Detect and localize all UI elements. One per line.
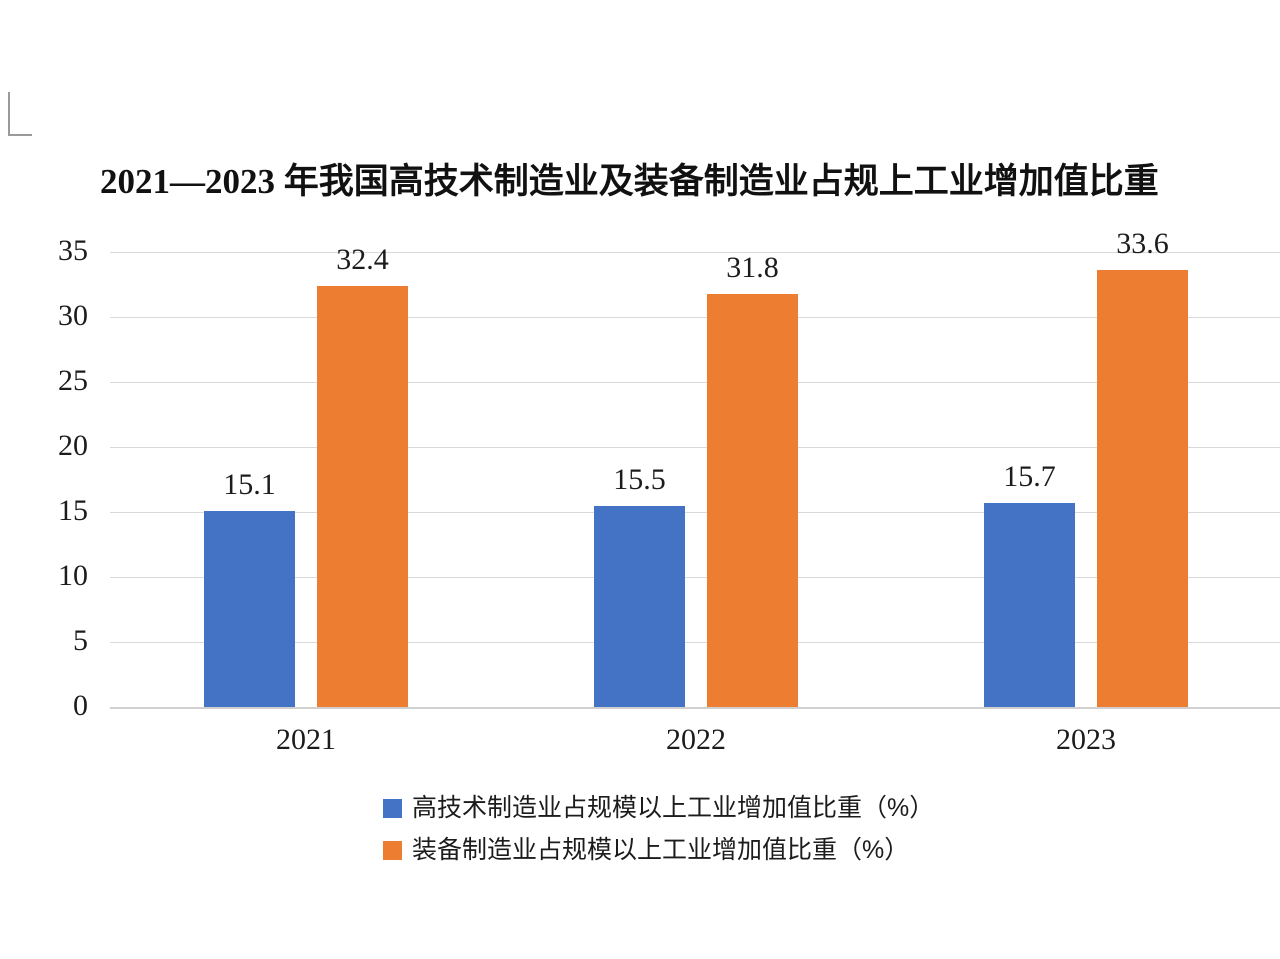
gridline-35 <box>110 252 1280 253</box>
bar-value-label: 15.7 <box>1003 459 1056 493</box>
bar-2021-series2[interactable] <box>317 285 408 707</box>
gridline-10 <box>110 577 1280 578</box>
legend-swatch-icon <box>383 840 402 860</box>
y-axis-tick-label: 15 <box>58 494 88 527</box>
gridline-5 <box>110 642 1280 643</box>
bar-value-label: 33.6 <box>1116 227 1169 261</box>
y-axis-tick-label: 20 <box>58 429 88 462</box>
y-axis-tick-label: 35 <box>58 234 88 267</box>
x-axis-tick-label-2023: 2023 <box>1056 723 1116 756</box>
x-axis-tick-label-2021: 2021 <box>276 723 336 756</box>
legend-item-label: 装备制造业占规模以上工业增加值比重（%） <box>412 836 910 864</box>
y-axis-tick-label: 10 <box>58 559 88 592</box>
bar-2022-series2[interactable] <box>707 293 798 707</box>
legend-swatch-icon <box>383 798 402 818</box>
gridline-30 <box>110 317 1280 318</box>
bar-value-label: 32.4 <box>336 242 389 276</box>
bar-2021-series1[interactable] <box>204 510 295 707</box>
chart-title: 2021—2023 年我国高技术制造业及装备制造业占规上工业增加值比重 <box>100 162 1159 201</box>
bar-2022-series1[interactable] <box>594 505 685 707</box>
x-axis-tick-label-2022: 2022 <box>666 723 726 756</box>
y-axis-tick-label: 0 <box>73 689 88 722</box>
chart-legend: 高技术制造业占规模以上工业增加值比重（%） 装备制造业占规模以上工业增加值比重（%… <box>383 790 1023 874</box>
y-axis-tick-label: 5 <box>73 624 88 657</box>
legend-item-1[interactable]: 高技术制造业占规模以上工业增加值比重（%） <box>383 790 1023 826</box>
bar-2023-series1[interactable] <box>984 502 1075 707</box>
gridline-25 <box>110 382 1280 383</box>
y-axis-tick-label: 30 <box>58 299 88 332</box>
plot-area: 15.1 32.4 15.5 31.8 15.7 33.6 <box>110 228 1280 709</box>
gridline-15 <box>110 512 1280 513</box>
bar-value-label: 31.8 <box>726 250 779 284</box>
y-axis-tick-label: 25 <box>58 364 88 397</box>
legend-item-2[interactable]: 装备制造业占规模以上工业增加值比重（%） <box>383 832 1023 868</box>
gridline-0 <box>110 707 1280 709</box>
bar-2023-series2[interactable] <box>1097 270 1188 707</box>
gridline-20 <box>110 447 1280 448</box>
legend-item-label: 高技术制造业占规模以上工业增加值比重（%） <box>412 794 935 822</box>
bar-value-label: 15.1 <box>223 467 276 501</box>
bar-value-label: 15.5 <box>613 462 666 496</box>
page-margin-corner-mark <box>8 92 32 136</box>
